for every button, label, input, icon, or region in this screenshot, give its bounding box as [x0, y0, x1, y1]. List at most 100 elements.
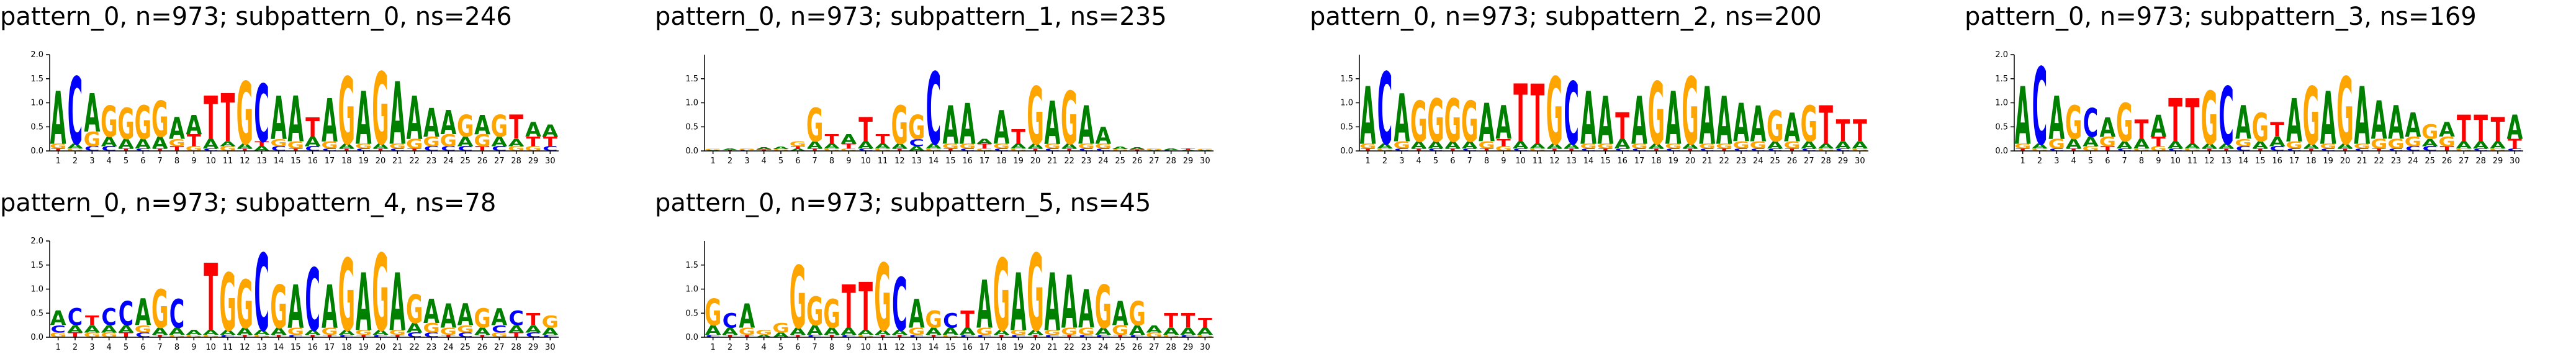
logo-letter-T: T — [2186, 85, 2200, 158]
logo-letter-C: C — [2507, 148, 2522, 152]
logo-letter-A: A — [2490, 140, 2506, 151]
logo-letter-T: T — [858, 269, 873, 346]
logo-letter-C: C — [892, 263, 907, 348]
logo-letter-T: T — [1029, 334, 1043, 338]
y-tick-label: 1.5 — [30, 261, 43, 270]
logo-letter-C: C — [1011, 334, 1025, 338]
x-tick-label: 15 — [290, 343, 301, 352]
logo-letter-A: A — [1394, 80, 1410, 157]
logo-letter-T: T — [526, 311, 541, 330]
x-tick-label: 8 — [829, 157, 834, 166]
logo-letter-A: A — [287, 273, 304, 342]
logo-letter-A: A — [1495, 96, 1511, 150]
logo-letter-T: T — [2304, 148, 2319, 152]
logo-letter-G: G — [1027, 71, 1043, 163]
logo-letter-A: A — [491, 134, 507, 149]
logo-letter-C: C — [1581, 148, 1596, 152]
x-tick-label: 8 — [829, 343, 834, 352]
logo-letter-C: C — [2354, 148, 2369, 152]
y-tick-label: 0.0 — [1340, 147, 1353, 156]
logo-letter-G: G — [823, 148, 840, 152]
logo-letter-C: C — [1045, 334, 1060, 338]
logo-letter-G: G — [874, 245, 891, 352]
x-tick-label: 7 — [1467, 157, 1472, 166]
x-tick-label: 17 — [980, 343, 990, 352]
logo-letter-C: C — [1835, 148, 1850, 152]
x-tick-label: 25 — [2425, 157, 2435, 166]
logo-panel-1: pattern_0, n=973; subpattern_1, ns=235 0.… — [655, 2, 1214, 168]
logo-letter-A: A — [372, 142, 389, 150]
x-tick-label: 21 — [2357, 157, 2367, 166]
logo-letter-G: G — [1010, 329, 1027, 336]
logo-letter-T: T — [1181, 309, 1196, 332]
logo-letter-G: G — [135, 96, 151, 150]
logo-letter-G: G — [389, 329, 406, 336]
logo-letter-G: G — [406, 286, 423, 332]
logo-letter-T: T — [1615, 106, 1629, 148]
logo-letter-T: T — [1446, 148, 1461, 152]
logo-letter-A: A — [2337, 142, 2354, 150]
logo-letter-G: G — [739, 326, 755, 337]
x-tick-label: 18 — [1651, 157, 1662, 166]
logo-letter-C: C — [1462, 148, 1477, 152]
x-tick-label: 10 — [1515, 157, 1526, 166]
logo-letter-C: C — [1045, 148, 1060, 152]
x-tick-label: 29 — [1838, 157, 1849, 166]
logo-letter-T: T — [356, 334, 371, 338]
x-tick-label: 16 — [1617, 157, 1628, 166]
logo-letter-A: A — [474, 111, 490, 141]
x-tick-label: 2 — [1382, 157, 1387, 166]
logo-letter-A: A — [542, 122, 559, 141]
x-tick-label: 19 — [358, 343, 369, 352]
logo-letter-G: G — [772, 148, 789, 152]
logo-letter-T: T — [978, 142, 992, 150]
logo-letter-T: T — [791, 334, 806, 338]
logo-letter-G: G — [1801, 96, 1817, 153]
x-tick-label: 6 — [140, 157, 145, 166]
logo-letter-A: A — [1061, 142, 1078, 150]
logo-letter-G: G — [2252, 105, 2269, 151]
x-tick-label: 19 — [1013, 343, 1024, 352]
x-tick-label: 20 — [1030, 157, 1041, 166]
logo-letter-T: T — [153, 148, 168, 152]
logo-letter-G: G — [219, 257, 236, 349]
y-tick-label: 2.0 — [30, 237, 43, 246]
logo-letter-T: T — [927, 334, 942, 338]
logo-letter-G: G — [474, 304, 490, 335]
logo-letter-C: C — [50, 324, 65, 335]
x-tick-label: 30 — [545, 157, 556, 166]
x-tick-label: 23 — [1736, 157, 1747, 166]
logo-letter-G: G — [1061, 326, 1078, 337]
logo-letter-A: A — [2133, 136, 2150, 152]
x-tick-label: 17 — [1634, 157, 1645, 166]
x-tick-label: 20 — [2340, 157, 2351, 166]
logo-letter-T: T — [2270, 118, 2285, 141]
x-tick-label: 28 — [1166, 157, 1176, 166]
x-tick-label: 5 — [124, 157, 128, 166]
x-tick-label: 14 — [929, 157, 939, 166]
logo-letter-G: G — [1078, 326, 1094, 337]
logo-letter-C: C — [220, 334, 235, 338]
logo-letter-G: G — [2320, 142, 2336, 150]
x-tick-label: 1 — [711, 343, 716, 352]
logo-letter-G: G — [84, 128, 101, 151]
logo-letter-C: C — [1801, 148, 1816, 152]
x-tick-label: 14 — [274, 343, 284, 352]
logo-letter-G: G — [270, 273, 287, 342]
logo-letter-G: G — [236, 65, 253, 165]
logo-letter-A: A — [1163, 148, 1180, 150]
logo-letter-T: T — [1785, 148, 1800, 152]
x-tick-label: 9 — [846, 157, 851, 166]
logo-letter-A: A — [925, 142, 942, 150]
logo-letter-G: G — [908, 326, 925, 337]
logo-letter-A: A — [203, 136, 219, 152]
logo-letter-A: A — [101, 134, 117, 149]
logo-letter-T: T — [2168, 86, 2182, 155]
logo-letter-G: G — [321, 326, 338, 337]
x-tick-label: 27 — [1149, 157, 1160, 166]
logo-letter-A: A — [474, 326, 491, 337]
logo-letter-A: A — [2506, 109, 2523, 147]
logo-letter-G: G — [993, 239, 1010, 354]
logo-letter-G: G — [1146, 148, 1163, 150]
x-tick-label: 24 — [2408, 157, 2418, 166]
